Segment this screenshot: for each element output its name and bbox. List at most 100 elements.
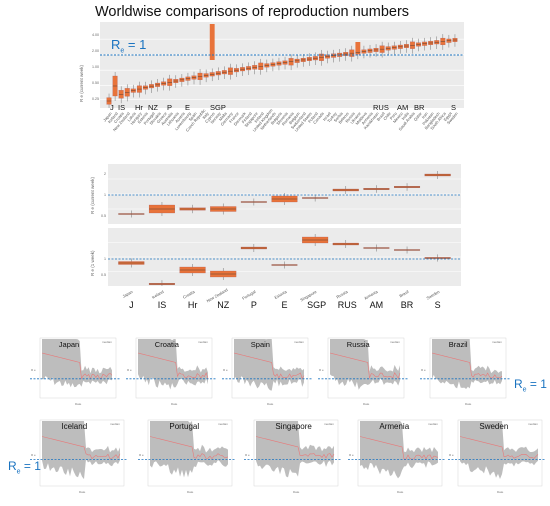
panel-selected-week-svg (108, 234, 461, 286)
small-plot-xlabel: Date (497, 490, 504, 494)
median-line (255, 436, 335, 459)
country-code-bottom-J: J (129, 300, 134, 310)
small-plot-ylabel: R e (349, 453, 354, 457)
ci-band (460, 421, 538, 480)
country-code-AM: AM (397, 103, 409, 112)
small-plot-xlabel: Date (397, 490, 404, 494)
country-code-bottom-AM: AM (369, 300, 384, 310)
small-plot-xlabel: Date (187, 490, 194, 494)
country-code-J: J (110, 103, 114, 112)
country-code-RUS: RUS (373, 103, 389, 112)
country-code-bottom-NZ: NZ (217, 300, 230, 310)
panel-1-ytick: 0.50 (92, 81, 99, 85)
median-line (359, 436, 439, 460)
small-plot-xlabel: Date (79, 490, 86, 494)
ci-band (432, 339, 502, 389)
re-label-main: R (111, 37, 121, 52)
small-plot-legend: median (102, 340, 112, 344)
country-code-P: P (167, 103, 173, 112)
median-line (41, 436, 121, 460)
small-plot-xlabel: Date (75, 402, 82, 406)
re-label-sub: e (120, 47, 125, 55)
small-plot-croatia: Croatia median Date R e (126, 334, 220, 408)
panel-1-ytick: 1.00 (92, 65, 99, 69)
small-plot-xlabel: Date (293, 490, 300, 494)
small-plot-legend: median (492, 340, 502, 344)
small-plot-legend: median (294, 340, 304, 344)
country-code-E: E (185, 103, 191, 112)
median-line (329, 352, 401, 380)
small-plot-portugal: Portugal median Date R e (138, 416, 240, 496)
small-plot-legend: median (218, 422, 228, 426)
panel-selected-current-svg (108, 171, 461, 218)
country-code-bottom-S: S (434, 300, 441, 310)
country-code-bottom-BR: BR (400, 300, 414, 310)
small-plot-legend: median (528, 422, 538, 426)
small-plot-svg (348, 419, 450, 487)
small-plot-title: Brazil (448, 340, 468, 349)
main-title: Worldwise comparisons of reproduction nu… (95, 4, 410, 20)
median-line (233, 352, 305, 380)
small-plot-title: Sweden (479, 422, 509, 431)
small-plot-title: Portugal (169, 422, 200, 431)
ci-band (360, 421, 438, 479)
ci-band (42, 421, 120, 480)
small-plot-svg (30, 419, 132, 487)
country-code-bottom-P: P (250, 300, 257, 310)
small-plot-svg (222, 337, 316, 399)
small-plot-title: Croatia (154, 340, 179, 349)
re-label-left-sub: e (16, 468, 21, 476)
small-plot-xlabel: Date (363, 402, 370, 406)
small-plot-sweden: Sweden median Date R e (448, 416, 550, 496)
ci-band (138, 339, 208, 390)
small-plot-legend: median (110, 422, 120, 426)
small-plot-title: Iceland (61, 422, 88, 431)
small-plot-iceland: Iceland median Date R e (30, 416, 132, 496)
re-label-right: Re = 1 (514, 377, 547, 393)
panel-1-ytick: 4.00 (92, 33, 99, 37)
ci-band (256, 421, 334, 478)
small-plot-title: Armenia (379, 422, 410, 431)
box-outlier-tall (209, 24, 215, 60)
small-plot-legend: median (198, 340, 208, 344)
ci-band (150, 421, 228, 478)
small-plot-xlabel: Date (171, 402, 178, 406)
panel-all-countries (100, 22, 464, 108)
small-plot-ylabel: R e (319, 368, 324, 372)
small-plot-japan: Japan median Date R e (30, 334, 124, 408)
country-code-SGP: SGP (210, 103, 226, 112)
panel-2-ytick: 2 (104, 172, 106, 176)
re-label-right-main: R (514, 377, 523, 391)
panel-all-countries-svg (100, 24, 464, 108)
re-label-left: Re = 1 (8, 459, 41, 475)
re-label-rest: = 1 (124, 37, 147, 52)
small-plot-title: Spain (250, 340, 270, 349)
country-code-S: S (451, 103, 457, 112)
small-plot-svg (448, 419, 550, 487)
country-code-NZ: NZ (148, 103, 158, 112)
median-line (137, 352, 209, 379)
small-plot-russia: Russia median Date R e (318, 334, 412, 408)
small-plot-legend: median (428, 422, 438, 426)
re-label-right-rest: = 1 (526, 377, 547, 391)
panel-2-ytick: 1 (104, 193, 106, 197)
small-plot-ylabel: R e (127, 368, 132, 372)
small-plot-legend: median (390, 340, 400, 344)
ci-band (330, 339, 400, 390)
small-plot-armenia: Armenia median Date R e (348, 416, 450, 496)
small-plot-title: Russia (346, 340, 370, 349)
small-plot-xlabel: Date (465, 402, 472, 406)
small-plot-svg (244, 419, 346, 487)
re-label-right-sub: e (522, 386, 527, 394)
panel-3-ytick: 1 (104, 257, 106, 261)
country-code-bottom-E: E (281, 300, 288, 310)
re-label-left-rest: = 1 (20, 459, 41, 473)
small-plot-ylabel: R e (421, 368, 426, 372)
panel-1-ylabel: R e (current week) (79, 64, 84, 102)
country-code-bottom-Hr: Hr (187, 300, 198, 310)
re-label-left-main: R (8, 459, 17, 473)
small-plot-svg (138, 419, 240, 487)
country-code-bottom-RUS: RUS (337, 300, 357, 310)
small-plot-svg (420, 337, 514, 399)
small-plot-ylabel: R e (449, 453, 454, 457)
